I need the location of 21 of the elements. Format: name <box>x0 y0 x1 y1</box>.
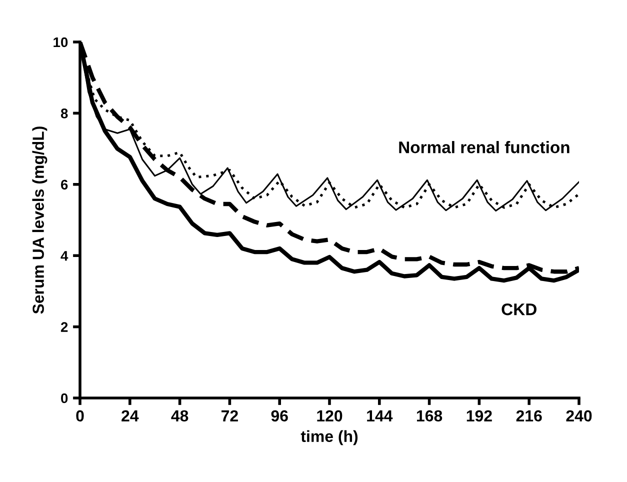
annotation: CKD <box>502 303 536 316</box>
y-tick-label: 10 <box>54 37 68 48</box>
x-tick-label: 192 <box>466 410 492 422</box>
x-tick-label: 120 <box>317 410 342 422</box>
x-tick-label: 48 <box>171 410 188 422</box>
x-tick-label: 168 <box>416 410 442 422</box>
x-tick-label: 96 <box>271 410 288 422</box>
annotation: Normal renal function <box>399 141 570 154</box>
x-axis-title: time (h) <box>300 430 358 446</box>
y-tick-label: 4 <box>60 251 68 261</box>
x-tick-label: 144 <box>367 410 393 422</box>
y-tick-label: 6 <box>60 180 68 190</box>
x-tick-label: 24 <box>122 410 139 422</box>
y-tick-label: 2 <box>60 322 68 332</box>
y-tick-label: 0 <box>61 393 68 404</box>
y-axis-title: Serum UA levels (mg/dL) <box>32 126 48 314</box>
x-tick-label: 0 <box>76 410 84 422</box>
x-tick-label: 72 <box>222 410 238 422</box>
y-tick-label: 8 <box>60 108 68 118</box>
x-tick-label: 216 <box>516 410 542 422</box>
x-tick-label: 240 <box>566 410 592 422</box>
